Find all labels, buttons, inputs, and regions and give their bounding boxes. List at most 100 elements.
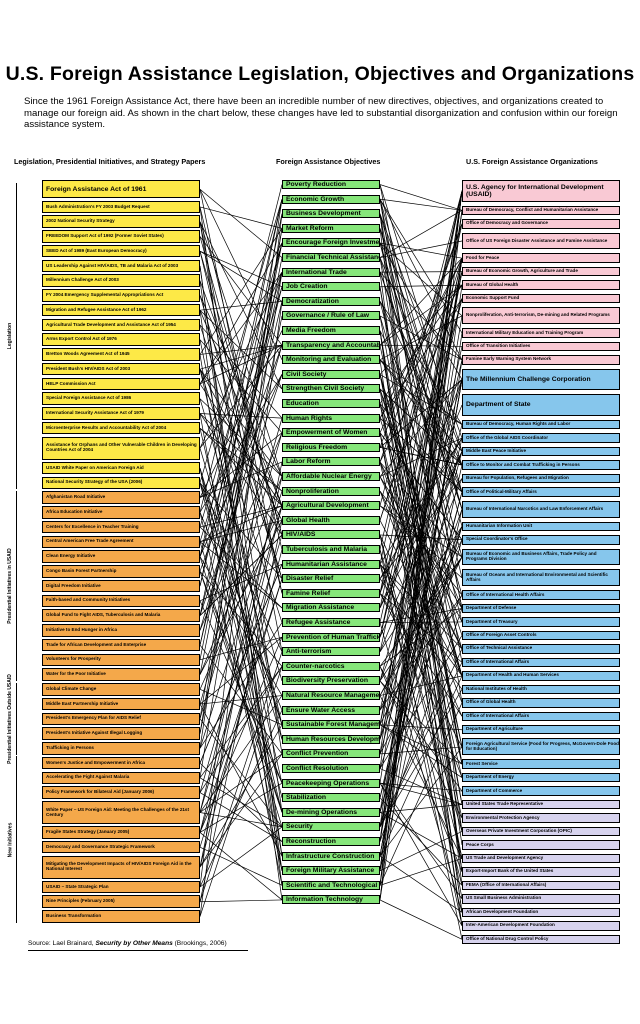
connector-line (379, 184, 463, 211)
objective-box: Peacekeeping Operations (282, 778, 380, 788)
legislation-box: USAID White Paper on American Foreign Ai… (42, 461, 200, 475)
organization-box: Bureau of Democracy, Conflict and Humani… (462, 205, 620, 216)
connector-line (379, 271, 463, 521)
connector-line (379, 899, 463, 940)
connector-line (199, 368, 283, 477)
legislation-box: Arms Export Control Act of 1976 (42, 333, 200, 346)
organization-box: Forest Service (462, 759, 620, 769)
connector-line (199, 666, 283, 793)
connector-line (199, 374, 283, 513)
legislation-box: Initiative to End Hunger in Africa (42, 624, 200, 637)
connector-line (199, 777, 283, 828)
source-book-title: Security by Other Means (95, 940, 173, 947)
legislation-box: Nine Principles (February 2005) (42, 895, 200, 909)
group-label: Presidential Initiatives in USAID (6, 548, 13, 624)
connector-line (199, 718, 283, 828)
organization-box: Department of Treasury (462, 617, 620, 627)
legislation-box: Trade for African Development and Enterp… (42, 638, 200, 652)
connector-line (379, 271, 463, 273)
organization-box: Food for Peace (462, 253, 620, 263)
connector-line (379, 608, 463, 667)
legislation-box: Africa Education Initiative (42, 506, 200, 519)
connector-line (379, 379, 463, 857)
objective-box: Disaster Relief (282, 574, 380, 584)
connector-line (199, 272, 283, 778)
connector-line (199, 651, 283, 902)
connector-line (379, 461, 463, 676)
organization-box: Environmental Protection Agency (462, 813, 620, 823)
column-header-legislation: Legislation, Presidential Initiatives, a… (14, 157, 206, 166)
legislation-box: Centers for Excellence in Teacher Traini… (42, 520, 200, 534)
page-title: U.S. Foreign Assistance Legislation, Obj… (5, 63, 635, 85)
organization-box: Humanitarian Information Unit (462, 521, 620, 532)
connector-line (199, 206, 283, 229)
legislation-box: Fragile States Strategy (January 2005) (42, 826, 200, 839)
connector-line (199, 753, 283, 868)
organization-box: Peace Corps (462, 840, 620, 850)
connector-line (199, 199, 283, 587)
objective-box: Agricultural Development (282, 501, 380, 511)
legislation-box: HELP Commission Act (42, 377, 200, 391)
organization-box: Bureau of Economic and Business Affairs,… (462, 548, 620, 566)
legislation-box: Trafficking in Persons (42, 742, 200, 755)
connector-line (379, 190, 463, 594)
objective-box: Infrastructure Construction (282, 851, 380, 861)
connector-line (379, 855, 463, 913)
legislation-box: Congo Basin Forest Partnership (42, 565, 200, 578)
connector-line (379, 578, 463, 690)
objective-box: Conflict Resolution (282, 764, 380, 774)
objective-box: Transparency and Accountability (282, 340, 380, 350)
organization-box: U.S. Agency for International Developmen… (462, 180, 620, 202)
connector-line (199, 724, 283, 868)
legislation-box: President's Initiative Against Illegal L… (42, 727, 200, 740)
connector-line (199, 398, 283, 477)
objective-box: Global Health (282, 515, 380, 525)
connector-line (199, 199, 283, 749)
connector-line (199, 482, 283, 813)
organization-box: Foreign Agricultural Service (Food for P… (462, 738, 620, 756)
organization-box: National Institutes of Health (462, 684, 620, 695)
group-label: Presidential Initiatives Outside USAID (6, 673, 13, 764)
organization-box: Office of National Drug Control Policy (462, 934, 620, 944)
connector-line (199, 242, 283, 385)
legislation-box: White Paper – US Foreign Aid: Meeting th… (42, 801, 200, 824)
objective-box: Empowerment of Women (282, 428, 380, 438)
connector-line (199, 899, 283, 903)
connector-line (379, 190, 463, 740)
organization-box: Office of Democracy and Governance (462, 219, 620, 229)
connector-line (379, 330, 463, 493)
objective-box: Migration Assistance (282, 603, 380, 613)
connector-line (199, 286, 283, 557)
legislation-box: Mitigating the Development Impacts of HI… (42, 855, 200, 879)
connector-line (199, 428, 283, 784)
column-header-organizations: U.S. Foreign Assistance Organizations (466, 157, 598, 166)
objective-box: Humanitarian Assistance (282, 559, 380, 569)
connector-line (199, 213, 283, 616)
source-citation: Source: Lael Brainard, Security by Other… (28, 940, 248, 951)
organization-box: FEMA (Office of International Affairs) (462, 880, 620, 891)
legislation-box: Global Climate Change (42, 683, 200, 696)
organization-box: Department of Agriculture (462, 725, 620, 735)
connector-line (379, 424, 463, 740)
legislation-box: Afghanistan Road Initiative (42, 491, 200, 504)
organization-box: United States Trade Representative (462, 799, 620, 810)
connector-line (379, 190, 463, 565)
connector-line (379, 190, 463, 900)
organization-box: Office of Global Health (462, 698, 620, 708)
connector-line (199, 600, 283, 784)
organization-box: Office of US Foreign Disaster Assistance… (462, 232, 620, 250)
objective-box: Affordable Nuclear Energy (282, 472, 380, 482)
connector-line (199, 520, 283, 902)
organization-box: Bureau of Economic Growth, Agriculture a… (462, 266, 620, 277)
objective-box: Conflict Prevention (282, 749, 380, 759)
legislation-box: International Security Assistance Act of… (42, 407, 200, 420)
connector-line (379, 271, 463, 652)
connector-line (379, 210, 463, 258)
organization-box: Office of the Global AIDS Coordinator (462, 433, 620, 443)
connector-line (199, 666, 283, 779)
legislation-box: Middle East Partnership Initiative (42, 697, 200, 711)
organization-box: Bureau for Population, Refugees and Migr… (462, 473, 620, 484)
connector-line (199, 184, 283, 513)
objective-box: Natural Resource Management (282, 691, 380, 701)
connector-line (199, 221, 283, 390)
